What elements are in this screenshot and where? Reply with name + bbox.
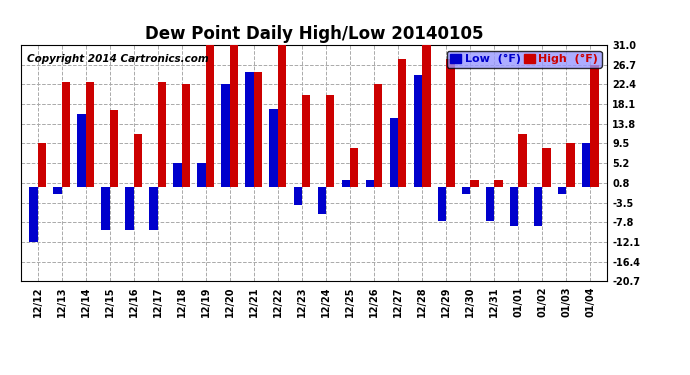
Bar — [326, 95, 335, 187]
Bar — [61, 81, 70, 187]
Bar — [29, 187, 37, 242]
Bar — [437, 187, 446, 221]
Bar — [126, 187, 134, 230]
Bar — [206, 45, 214, 187]
Bar — [414, 75, 422, 187]
Bar — [77, 114, 86, 187]
Title: Dew Point Daily High/Low 20140105: Dew Point Daily High/Low 20140105 — [145, 26, 483, 44]
Bar — [302, 95, 311, 187]
Bar — [101, 187, 110, 230]
Bar — [134, 134, 142, 187]
Bar — [390, 118, 398, 187]
Bar — [86, 81, 94, 187]
Bar — [558, 187, 566, 194]
Bar — [494, 180, 502, 187]
Bar — [181, 84, 190, 187]
Bar — [470, 180, 479, 187]
Bar — [366, 180, 374, 187]
Bar — [566, 143, 575, 187]
Bar — [534, 187, 542, 225]
Bar — [293, 187, 302, 205]
Bar — [221, 84, 230, 187]
Bar — [173, 163, 181, 187]
Bar — [510, 187, 518, 225]
Legend: Low  (°F), High  (°F): Low (°F), High (°F) — [447, 51, 602, 68]
Bar — [197, 163, 206, 187]
Bar — [462, 187, 470, 194]
Bar — [582, 143, 591, 187]
Bar — [398, 59, 406, 187]
Bar — [374, 84, 382, 187]
Bar — [591, 64, 599, 187]
Bar — [158, 81, 166, 187]
Bar — [486, 187, 494, 221]
Bar — [422, 45, 431, 187]
Bar — [53, 187, 61, 194]
Bar — [350, 148, 358, 187]
Bar — [149, 187, 158, 230]
Text: Copyright 2014 Cartronics.com: Copyright 2014 Cartronics.com — [26, 54, 208, 64]
Bar — [317, 187, 326, 214]
Bar — [254, 72, 262, 187]
Bar — [342, 180, 350, 187]
Bar — [446, 59, 455, 187]
Bar — [110, 110, 118, 187]
Bar — [246, 72, 254, 187]
Bar — [270, 109, 278, 187]
Bar — [278, 45, 286, 187]
Bar — [518, 134, 526, 187]
Bar — [37, 143, 46, 187]
Bar — [542, 148, 551, 187]
Bar — [230, 45, 238, 187]
